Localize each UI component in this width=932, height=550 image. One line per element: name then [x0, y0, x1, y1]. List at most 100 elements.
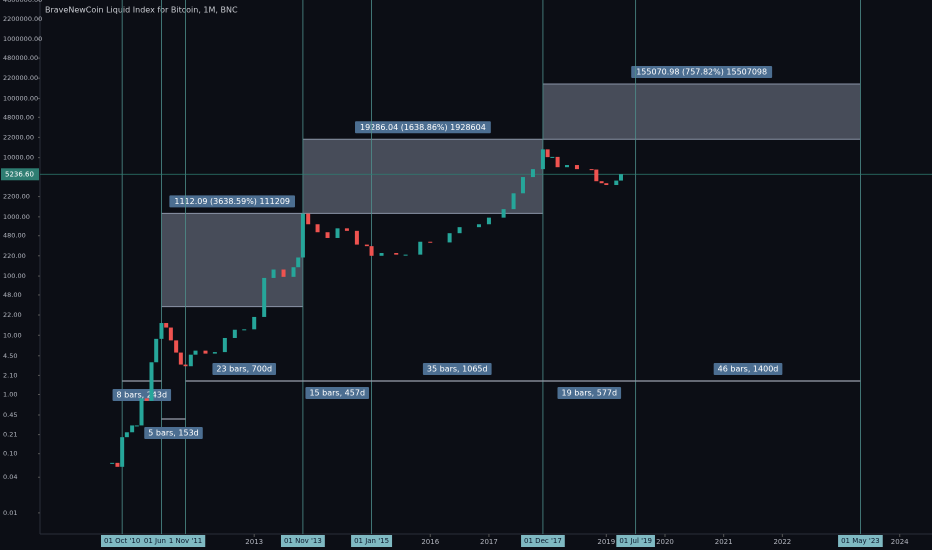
- candle: [604, 183, 609, 186]
- y-tick-label: 48.00: [3, 291, 22, 299]
- candle: [130, 425, 135, 433]
- y-tick-label: 480.00: [3, 232, 26, 240]
- date-range-label-bg: [713, 363, 783, 375]
- x-tick-label: 2013: [245, 538, 263, 546]
- y-tick-label: 0.10: [3, 450, 17, 458]
- candle: [335, 228, 340, 238]
- date-tick-label: 01 Jan '15: [354, 537, 389, 545]
- candle: [164, 323, 169, 328]
- candle: [188, 354, 193, 367]
- y-tick-label: 100.00: [3, 272, 26, 280]
- x-tick-label: 2017: [480, 538, 498, 546]
- candle: [428, 241, 433, 243]
- y-tick-label: 2200.00: [3, 193, 30, 201]
- price-range-box: [161, 213, 303, 307]
- candle: [403, 254, 408, 256]
- candle: [281, 269, 286, 277]
- date-range-label-bg: [144, 427, 203, 439]
- candle: [291, 267, 296, 277]
- last-price-bg: [1, 168, 39, 181]
- y-tick-label: 48000.00: [3, 113, 34, 121]
- candle: [120, 437, 125, 467]
- date-range-label-bg: [557, 387, 622, 399]
- candle: [530, 169, 535, 178]
- date-range-label: 8 bars, 243d: [117, 391, 168, 400]
- candle: [300, 213, 305, 258]
- candle: [232, 329, 237, 338]
- candle: [315, 224, 320, 233]
- candle: [178, 352, 183, 365]
- date-tick-label: 1 Nov '11: [169, 537, 202, 545]
- candle: [594, 169, 599, 182]
- x-tick-label: 2021: [715, 538, 733, 546]
- date-tick-bg: [838, 535, 883, 547]
- price-range-label: 155070.98 (757.82%) 15507098: [636, 67, 767, 76]
- candle: [540, 149, 545, 170]
- y-tick-label: 0.21: [3, 431, 17, 439]
- y-tick-label: 2.10: [3, 371, 17, 379]
- candle: [520, 177, 525, 194]
- candle: [134, 425, 139, 427]
- candle: [486, 217, 491, 225]
- y-tick-label: 480000.00: [3, 54, 38, 62]
- y-tick-label: 22.00: [3, 311, 22, 319]
- candle: [545, 149, 550, 158]
- date-tick-bg: [101, 535, 144, 547]
- x-tick-label: 2016: [421, 538, 439, 546]
- candle: [168, 327, 173, 341]
- candle: [511, 193, 516, 210]
- candle: [262, 277, 267, 317]
- y-tick-label: 10000.00: [3, 154, 34, 162]
- candle: [555, 156, 560, 168]
- y-tick-label: 2200000.00: [3, 15, 42, 23]
- y-tick-label: 10.00: [3, 331, 22, 339]
- candle: [242, 329, 247, 331]
- date-range-label-bg: [422, 363, 492, 375]
- date-range-label-bg: [212, 363, 277, 375]
- x-tick-label: 2022: [773, 538, 791, 546]
- candle: [296, 257, 301, 268]
- candle: [564, 165, 569, 168]
- candle: [193, 350, 198, 355]
- candle: [325, 232, 330, 238]
- last-price-label: 5236.60: [5, 170, 34, 178]
- price-range-box: [302, 139, 543, 214]
- candle: [614, 180, 619, 186]
- date-tick-label: 01 Jun '11: [144, 537, 179, 545]
- y-tick-label: 4600000.00: [3, 0, 42, 4]
- candle: [222, 337, 227, 353]
- y-tick-label: 220000.00: [3, 74, 38, 82]
- y-tick-label: 1.00: [3, 390, 17, 398]
- price-range-label-bg: [355, 121, 491, 134]
- candle: [115, 462, 120, 467]
- date-tick-bg: [165, 535, 206, 547]
- date-tick-label: 01 May '23: [841, 537, 880, 545]
- y-tick-label: 220.00: [3, 252, 26, 260]
- x-tick-label: 2020: [656, 538, 674, 546]
- date-tick-bg: [351, 535, 393, 547]
- candle: [574, 165, 579, 170]
- price-range-label-bg: [631, 65, 773, 78]
- price-range-box: [542, 83, 861, 140]
- candle: [476, 224, 481, 228]
- candle: [618, 174, 623, 181]
- price-range-label-bg: [169, 195, 296, 208]
- candle: [599, 181, 604, 184]
- date-range-label: 5 bars, 153d: [148, 429, 199, 438]
- date-tick-label: 01 Nov '13: [284, 537, 322, 545]
- y-tick-label: 0.45: [3, 411, 17, 419]
- candle: [139, 398, 144, 426]
- candle: [344, 228, 349, 231]
- candle: [447, 233, 452, 243]
- y-tick-label: 22000.00: [3, 133, 34, 141]
- date-tick-label: 01 Oct '10: [104, 537, 140, 545]
- candle: [252, 316, 257, 330]
- candle: [144, 398, 149, 401]
- candle: [550, 156, 555, 158]
- price-range-label: 19286.04 (1638.86%) 1928604: [360, 123, 486, 132]
- date-tick-label: 01 Dec '17: [524, 537, 562, 545]
- candle: [364, 244, 369, 247]
- y-tick-label: 0.04: [3, 473, 17, 481]
